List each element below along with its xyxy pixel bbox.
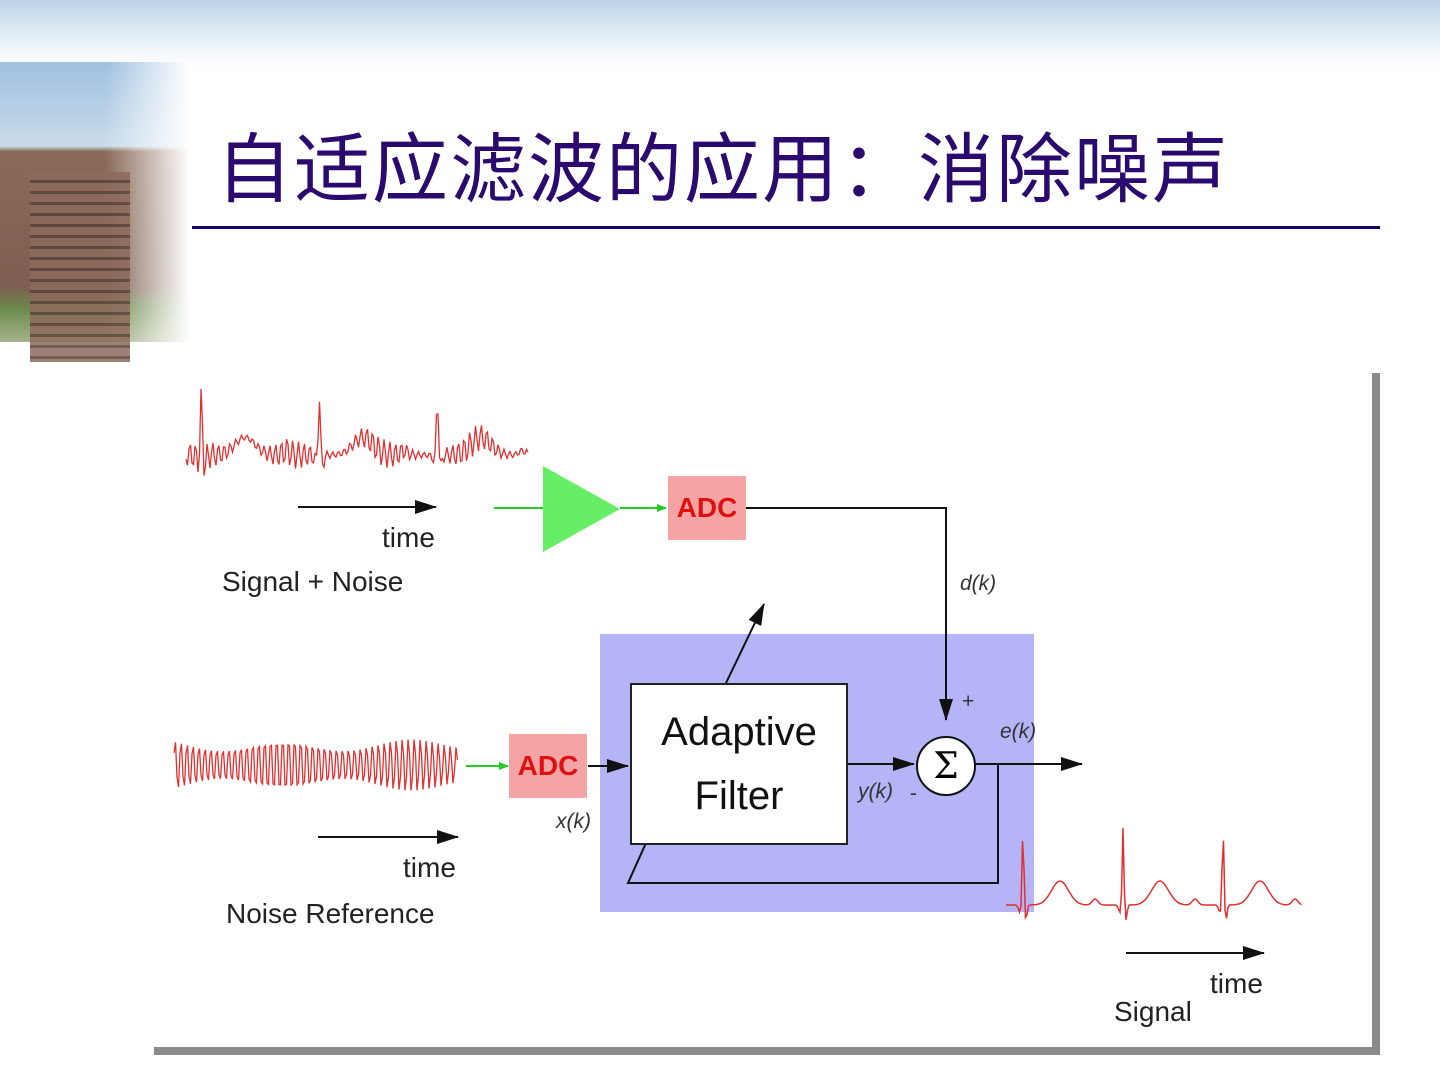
signal-noise-caption: Signal + Noise (222, 566, 404, 597)
time-label-top: time (382, 522, 435, 553)
y-label: y(k) (858, 780, 893, 803)
signal-noise-waveform (185, 388, 529, 476)
filter-label-line1: Adaptive (661, 710, 817, 754)
adc-bottom: ADC (509, 734, 587, 798)
building-image (30, 172, 130, 362)
campus-photo (0, 62, 190, 362)
clean-signal-waveform (1006, 828, 1302, 921)
d-path (746, 507, 953, 721)
e-label: e(k) (1000, 720, 1037, 743)
feedback-path (626, 764, 999, 884)
signal-caption: Signal (1114, 996, 1192, 1027)
time-label-mid: time (403, 852, 456, 883)
sky-banner (0, 0, 1440, 70)
adaptation-arrow (725, 603, 765, 684)
adaptive-filter-block: Adaptive Filter (630, 683, 848, 845)
amplifier-triangle (543, 466, 620, 552)
adc-top: ADC (668, 476, 746, 540)
minus-sign: - (910, 782, 917, 805)
time-label-out: time (1210, 968, 1263, 999)
noise-reference-caption: Noise Reference (226, 898, 435, 929)
filter-label-line2: Filter (694, 774, 784, 818)
title-divider (192, 226, 1380, 229)
noise-reference-waveform (173, 739, 459, 791)
summing-junction: Σ (916, 736, 976, 796)
x-label: x(k) (556, 810, 591, 833)
d-label: d(k) (960, 572, 997, 595)
slide-title: 自适应滤波的应用：消除噪声 (216, 125, 1230, 214)
plus-sign: + (962, 690, 975, 713)
